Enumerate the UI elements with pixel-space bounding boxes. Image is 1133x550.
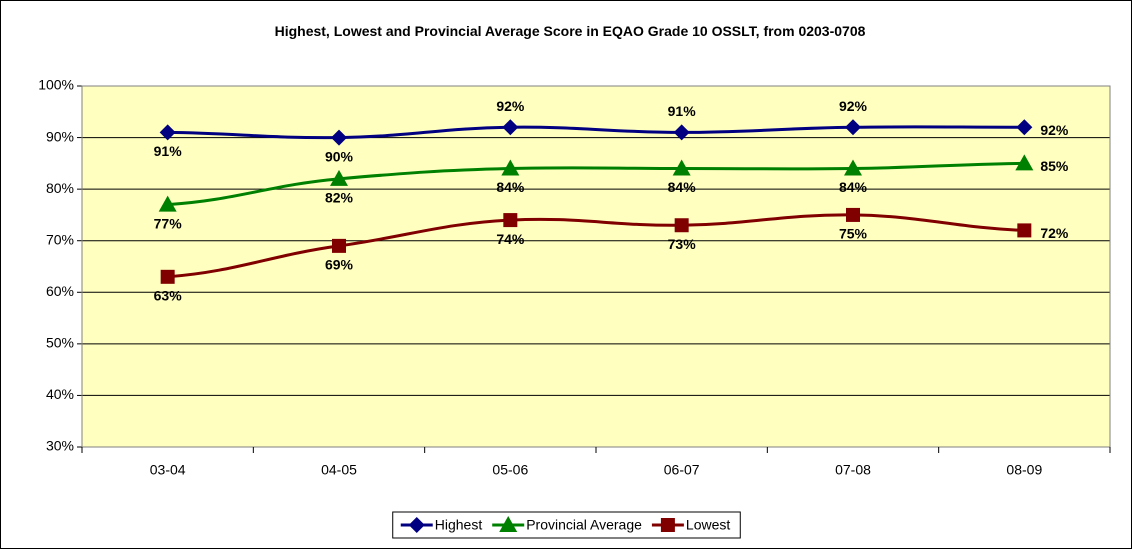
series: 91% 90% 92% 91% 92% 92% bbox=[154, 98, 1069, 164]
marker bbox=[160, 269, 175, 284]
legend-label: Lowest bbox=[686, 517, 730, 533]
marker bbox=[331, 129, 347, 146]
y-tick-label: 100% bbox=[38, 77, 74, 93]
marker bbox=[501, 159, 520, 176]
legend-label: Highest bbox=[435, 517, 483, 533]
data-label: 82% bbox=[325, 190, 354, 206]
legend-label: Provincial Average bbox=[526, 517, 642, 533]
data-label: 74% bbox=[496, 231, 525, 247]
data-label: 84% bbox=[668, 179, 697, 195]
data-label: 63% bbox=[154, 288, 183, 304]
data-label: 91% bbox=[668, 103, 697, 119]
x-tick-label: 07-08 bbox=[835, 462, 871, 478]
marker bbox=[330, 169, 348, 186]
x-tick-label: 05-06 bbox=[492, 462, 528, 478]
data-label: 92% bbox=[1040, 122, 1069, 138]
y-tick-label: 90% bbox=[46, 128, 74, 144]
y-tick-label: 60% bbox=[46, 283, 74, 299]
y-tick-label: 70% bbox=[46, 231, 74, 247]
x-tick-label: 06-07 bbox=[664, 462, 700, 478]
data-label: 92% bbox=[496, 98, 525, 114]
data-label: 91% bbox=[154, 143, 183, 159]
data-label: 72% bbox=[1040, 225, 1069, 241]
series-line bbox=[167, 125, 1025, 140]
series-line bbox=[167, 161, 1025, 207]
chart-title: Highest, Lowest and Provincial Average S… bbox=[274, 23, 866, 39]
data-label: 84% bbox=[839, 179, 868, 195]
marker bbox=[673, 124, 690, 141]
series-line bbox=[167, 213, 1025, 279]
x-tick-label: 03-04 bbox=[150, 462, 186, 478]
y-tick-label: 50% bbox=[46, 335, 74, 351]
series: 77% 82% 84% 84% 84% 85% bbox=[154, 154, 1069, 231]
data-label: 77% bbox=[154, 215, 183, 231]
y-tick-label: 40% bbox=[46, 386, 74, 402]
x-tick-label: 08-09 bbox=[1006, 462, 1042, 478]
marker bbox=[499, 516, 518, 532]
x-tick-label: 04-05 bbox=[321, 462, 357, 478]
marker bbox=[672, 159, 691, 176]
marker bbox=[845, 119, 861, 136]
marker bbox=[332, 238, 346, 253]
legend: Highest Provincial Average Lowest bbox=[392, 511, 741, 539]
data-label: 85% bbox=[1040, 158, 1069, 174]
y-tick-label: 80% bbox=[46, 180, 74, 196]
marker bbox=[660, 518, 675, 532]
data-label: 84% bbox=[496, 179, 525, 195]
data-label: 69% bbox=[325, 257, 354, 273]
data-label: 75% bbox=[839, 226, 868, 242]
marker bbox=[1016, 119, 1033, 136]
marker bbox=[503, 213, 518, 228]
y-tick-label: 30% bbox=[46, 438, 74, 454]
marker bbox=[159, 124, 176, 141]
series: 63% 69% 74% 73% 75% 72% bbox=[154, 207, 1069, 304]
marker bbox=[1015, 154, 1034, 171]
marker bbox=[158, 195, 177, 212]
data-label: 90% bbox=[325, 148, 354, 164]
marker bbox=[408, 517, 425, 533]
marker bbox=[502, 119, 519, 136]
marker bbox=[846, 207, 860, 222]
plot-area bbox=[82, 86, 1110, 447]
data-label: 73% bbox=[668, 236, 697, 252]
data-label: 92% bbox=[839, 98, 868, 114]
marker bbox=[674, 218, 689, 233]
marker bbox=[1017, 223, 1032, 238]
marker bbox=[844, 159, 862, 176]
